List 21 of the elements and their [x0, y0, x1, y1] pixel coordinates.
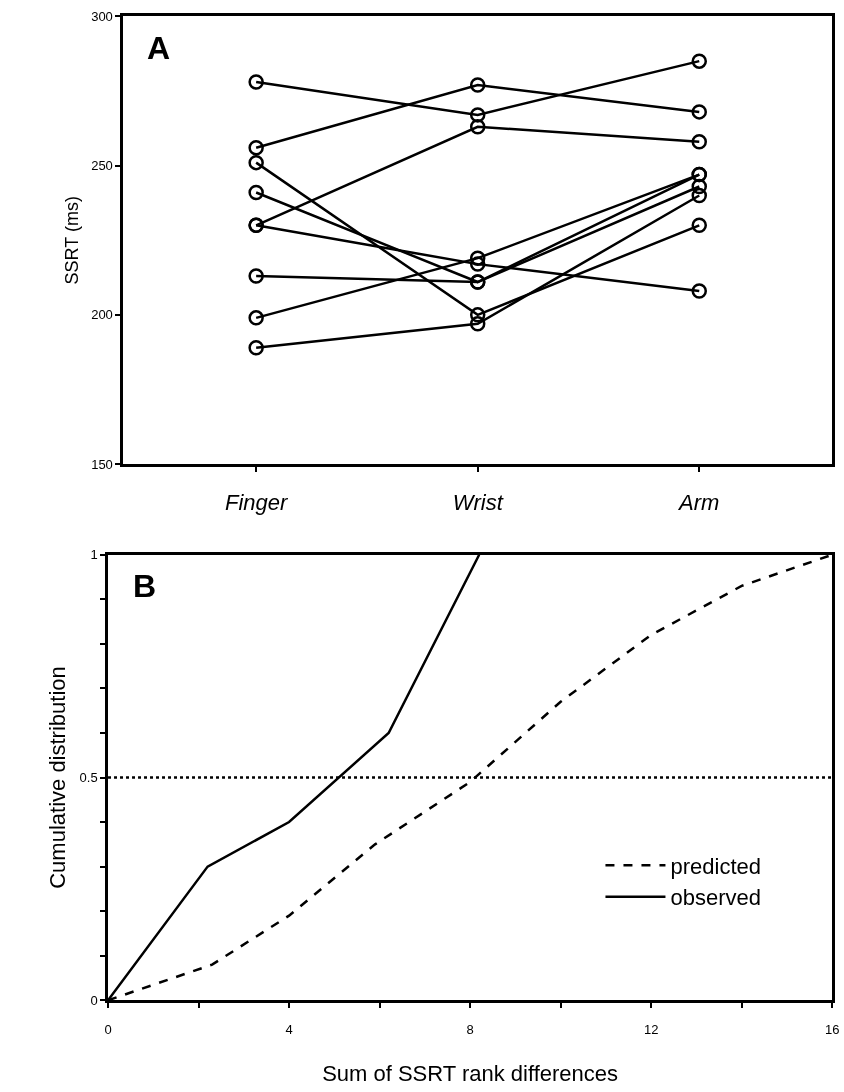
y-tick-label: 150 [91, 456, 113, 472]
y-axis-title: Cumulative distribution [45, 666, 71, 889]
x-tick-label: Finger [224, 490, 290, 516]
y-tick-label: 1 [90, 547, 98, 563]
x-tick-label: Wrist [452, 490, 504, 516]
y-axis-title: SSRT (ms) [62, 196, 83, 285]
x-tick-label: 4 [285, 1021, 293, 1037]
x-tick-label: 8 [466, 1021, 474, 1037]
y-tick-label: 200 [91, 307, 113, 323]
x-axis-title: Sum of SSRT rank differences [322, 1060, 619, 1086]
annotation: A [147, 30, 171, 66]
y-tick-label: 0 [90, 992, 98, 1008]
x-tick-label: 16 [824, 1021, 840, 1037]
x-tick-label: 12 [643, 1021, 659, 1037]
x-tick-label: Arm [677, 490, 720, 516]
legend-label: observed [670, 885, 761, 911]
legend-label: predicted [670, 853, 761, 879]
y-tick-label: 250 [91, 158, 113, 174]
y-tick-label: 300 [91, 8, 113, 24]
y-tick-label: 0.5 [79, 770, 98, 786]
annotation: B [133, 568, 157, 604]
